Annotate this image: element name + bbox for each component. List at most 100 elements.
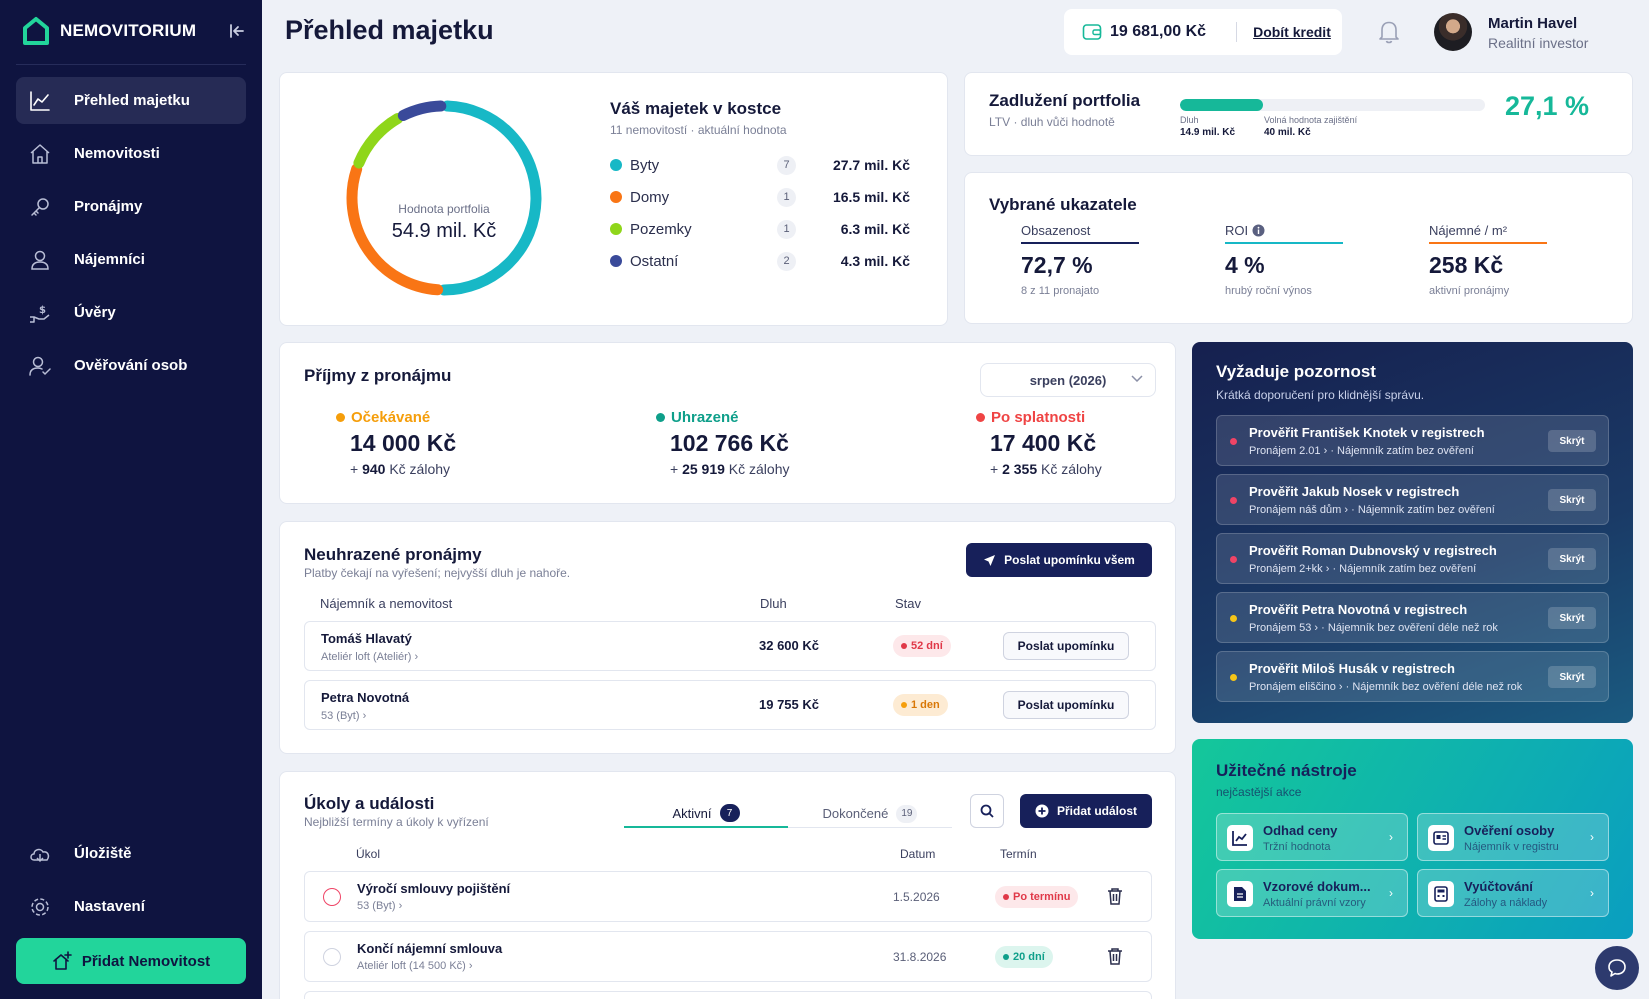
attention-item[interactable]: Prověřit Roman Dubnovský v registrech Pr…: [1216, 533, 1609, 584]
donut-segment-domy[interactable]: [346, 163, 444, 296]
info-icon[interactable]: [1252, 224, 1265, 237]
nav-item-verification[interactable]: Ověřování osob: [16, 342, 246, 389]
column-header-task[interactable]: Úkol: [356, 847, 381, 861]
hide-button[interactable]: Skrýt: [1548, 430, 1596, 452]
portfolio-donut: Hodnota portfolia 54.9 mil. Kč: [342, 96, 546, 300]
notification-bell-icon[interactable]: [1377, 19, 1401, 45]
nav-item-storage[interactable]: Úložiště: [16, 830, 246, 877]
hide-button[interactable]: Skrýt: [1548, 489, 1596, 511]
nav-item-loans[interactable]: $ Úvěry: [16, 289, 246, 336]
asset-name: Domy: [630, 188, 670, 206]
tool-document-templates[interactable]: Vzorové dokum... Aktuální právní vzory ›: [1216, 869, 1408, 917]
task-date: 1.5.2026: [893, 890, 940, 904]
task-row[interactable]: Výročí smlouvy pojištění 53 (Byt) › 1.5.…: [304, 871, 1152, 922]
avatar[interactable]: [1434, 13, 1472, 51]
attention-item[interactable]: Prověřit František Knotek v registrech P…: [1216, 415, 1609, 466]
task-checkbox[interactable]: [323, 948, 341, 966]
task-row[interactable]: [304, 991, 1152, 999]
task-property-link[interactable]: 53 (Byt) ›: [357, 900, 403, 912]
user-icon: [28, 248, 52, 272]
rent-income-title: Příjmy z pronájmu: [304, 366, 452, 385]
property-link[interactable]: 53 (Byt) ›: [321, 710, 367, 722]
hide-button[interactable]: Skrýt: [1548, 666, 1596, 688]
task-property-link[interactable]: Ateliér loft (14 500 Kč) ›: [357, 960, 473, 972]
column-header-date[interactable]: Datum: [900, 847, 936, 861]
asset-count: 1: [777, 219, 796, 239]
column-header-deadline[interactable]: Termín: [1000, 847, 1037, 861]
remind-all-button[interactable]: Poslat upomínku všem: [966, 543, 1152, 577]
nav-item-rentals[interactable]: Pronájmy: [16, 183, 246, 230]
property-link[interactable]: Ateliér loft (Ateliér) ›: [321, 651, 419, 663]
send-reminder-button[interactable]: Poslat upomínku: [1003, 691, 1129, 719]
logo[interactable]: NEMOVITORIUM: [22, 16, 196, 46]
tab-completed[interactable]: Dokončené 19: [788, 800, 952, 828]
credit-separator: [1236, 22, 1238, 42]
ltv-percent: 27,1 %: [1505, 91, 1590, 121]
ltv-bar-fill: [1180, 99, 1263, 111]
trash-icon[interactable]: [1107, 947, 1123, 965]
asset-row-ostatni[interactable]: Ostatní 2 4.3 mil. Kč: [610, 250, 910, 272]
column-header-debt[interactable]: Dluh: [760, 596, 787, 611]
task-checkbox[interactable]: [323, 888, 341, 906]
indicator-sub: aktivní pronájmy: [1429, 285, 1510, 297]
attention-item[interactable]: Prověřit Miloš Husák v registrech Pronáj…: [1216, 651, 1609, 702]
month-select[interactable]: srpen (2026): [980, 363, 1156, 397]
asset-value: 4.3 mil. Kč: [840, 253, 910, 269]
topup-link[interactable]: Dobít kredit: [1253, 24, 1331, 40]
indicator-sub: 8 z 11 pronajato: [1021, 285, 1100, 297]
tool-billing[interactable]: Vyúčtování Zálohy a náklady ›: [1417, 869, 1609, 917]
attention-item[interactable]: Prověřit Petra Novotná v registrech Pron…: [1216, 592, 1609, 643]
add-event-button[interactable]: Přidat událost: [1020, 794, 1152, 828]
nav-item-properties[interactable]: Nemovitosti: [16, 130, 246, 177]
tool-person-verification[interactable]: Ověření osoby Nájemník v registru ›: [1417, 813, 1609, 861]
deadline-badge: Po termínu: [995, 886, 1079, 908]
calculator-icon: [1428, 881, 1454, 907]
debt-amount: 32 600 Kč: [759, 638, 819, 653]
hide-button[interactable]: Skrýt: [1548, 607, 1596, 629]
sidebar-divider: [16, 64, 246, 65]
chat-bubble-icon: [1608, 959, 1626, 977]
legend-dot: [610, 159, 622, 171]
nav-item-settings[interactable]: Nastavení: [16, 883, 246, 930]
attention-item[interactable]: Prověřit Jakub Nosek v registrech Pronáj…: [1216, 474, 1609, 525]
attention-card: Vyžaduje pozornost Krátká doporučení pro…: [1192, 342, 1633, 723]
asset-count: 2: [777, 251, 796, 271]
asset-value: 6.3 mil. Kč: [840, 221, 910, 237]
asset-row-domy[interactable]: Domy 1 16.5 mil. Kč: [610, 186, 910, 208]
logo-house-icon: [23, 17, 49, 45]
hide-button[interactable]: Skrýt: [1548, 548, 1596, 570]
asset-row-byty[interactable]: Byty 7 27.7 mil. Kč: [610, 154, 910, 176]
collapse-sidebar-icon[interactable]: [228, 22, 246, 40]
send-reminder-button[interactable]: Poslat upomínku: [1003, 632, 1129, 660]
free-value-label: Volná hodnota zajištění: [1264, 115, 1358, 125]
donut-segment-ostatní[interactable]: [397, 100, 447, 121]
nav-item-tenants[interactable]: Nájemníci: [16, 236, 246, 283]
donut-center-label: Hodnota portfolia: [398, 202, 490, 216]
tool-price-estimate[interactable]: Odhad ceny Tržní hodnota ›: [1216, 813, 1408, 861]
attention-item-title: Prověřit Miloš Husák v registrech: [1249, 661, 1455, 676]
column-header-tenant[interactable]: Nájemník a nemovitost: [320, 596, 453, 611]
trash-icon[interactable]: [1107, 887, 1123, 905]
attention-item-detail: Pronájem 53 › · Nájemník bez ověření dél…: [1249, 622, 1498, 634]
nav-item-overview[interactable]: Přehled majetku: [16, 77, 246, 124]
table-row[interactable]: Tomáš Hlavatý Ateliér loft (Ateliér) › 3…: [304, 621, 1156, 671]
table-row[interactable]: Petra Novotná 53 (Byt) › 19 755 Kč 1 den…: [304, 680, 1156, 730]
tools-title: Užitečné nástroje: [1216, 761, 1357, 780]
add-property-button[interactable]: Přidat Nemovitost: [16, 938, 246, 984]
indicator-value: 72,7 %: [1021, 252, 1093, 278]
chevron-right-icon: ›: [1590, 830, 1594, 844]
income-value: 102 766 Kč: [670, 430, 789, 456]
attention-item-title: Prověřit Roman Dubnovský v registrech: [1249, 543, 1497, 558]
income-label: Po splatnosti: [976, 409, 1102, 426]
indicator-label: Nájemné / m²: [1429, 223, 1547, 244]
chat-button[interactable]: [1595, 946, 1639, 990]
search-button[interactable]: [970, 794, 1004, 828]
tab-active[interactable]: Aktivní 7: [624, 800, 788, 828]
asset-row-pozemky[interactable]: Pozemky 1 6.3 mil. Kč: [610, 218, 910, 240]
donut-segment-pozemky[interactable]: [353, 113, 404, 169]
asset-name: Ostatní: [630, 252, 679, 270]
donut-segment-byty[interactable]: [438, 100, 542, 296]
column-header-status[interactable]: Stav: [895, 596, 922, 611]
task-row[interactable]: Končí nájemní smlouva Ateliér loft (14 5…: [304, 931, 1152, 982]
income-value: 17 400 Kč: [990, 430, 1097, 456]
